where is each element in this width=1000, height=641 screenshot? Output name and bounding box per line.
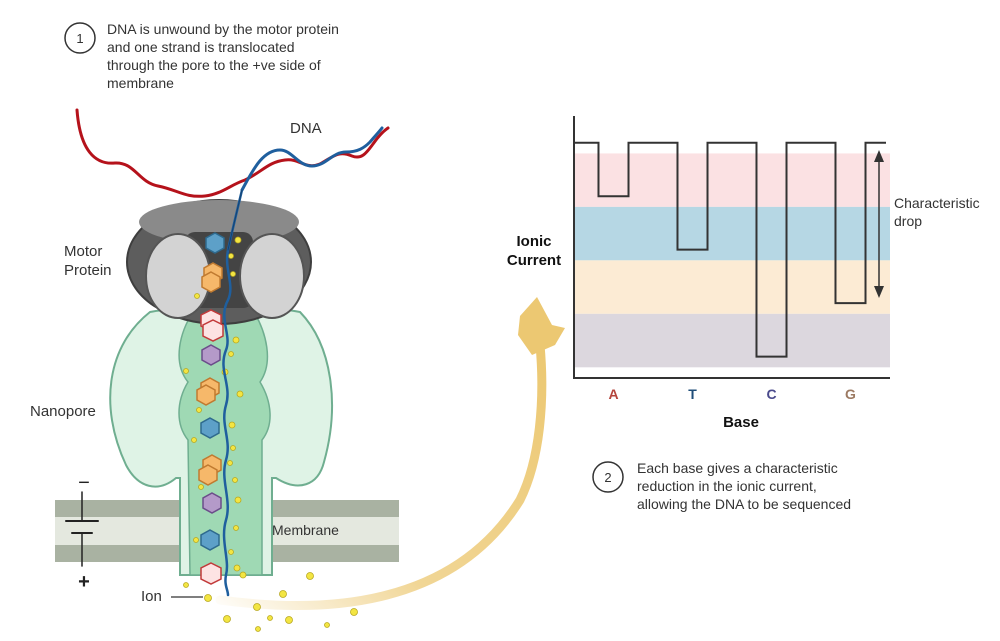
ion-dot — [204, 594, 212, 602]
base-hexagon — [201, 271, 221, 293]
ion-dot — [183, 368, 189, 374]
step1-line: and one strand is translocated — [107, 39, 295, 55]
base-hexagon — [196, 384, 216, 406]
base-hexagon — [200, 562, 222, 585]
base-hexagon — [205, 232, 225, 254]
ion-dot — [194, 293, 200, 299]
dna-translocated-strand — [222, 188, 244, 597]
ion-dot — [232, 336, 240, 344]
flow-arrow-head — [518, 297, 565, 355]
ion-dot — [279, 590, 287, 598]
flow-arrow — [215, 340, 547, 610]
step2-line: reduction in the ionic current, — [637, 478, 817, 494]
label-nanopore: Nanopore — [30, 403, 96, 420]
ion-dot — [324, 622, 330, 628]
ion-dot — [183, 582, 189, 588]
ion-dot — [255, 626, 261, 632]
drop-annotation: drop — [894, 213, 922, 229]
base-hexagon — [200, 417, 220, 439]
ion-dot — [236, 390, 244, 398]
ion-dot — [193, 537, 199, 543]
label-dna: DNA — [290, 120, 322, 137]
drop-arrow-head-up — [874, 150, 884, 162]
drop-annotation: Characteristic — [894, 195, 980, 211]
dna-red-strand — [75, 108, 390, 198]
battery-plus: + — [78, 571, 90, 593]
ionic-current-trace — [574, 141, 886, 358]
ion-dot — [228, 253, 234, 259]
ion-dot — [233, 564, 241, 572]
category-label-a: A — [608, 386, 618, 402]
step1-line: DNA is unwound by the motor protein — [107, 21, 339, 37]
step1-caption: 1 DNA is unwound by the motor protein an… — [64, 21, 339, 91]
ion-dot — [191, 437, 197, 443]
motor-protein-right-lobe — [239, 233, 305, 319]
current-band-1 — [574, 206, 890, 261]
ion-dot — [267, 615, 273, 621]
step2-line: allowing the DNA to be sequenced — [637, 496, 851, 512]
chart-ylabel: Current — [507, 252, 561, 269]
loose-ions — [183, 571, 358, 632]
nanopore-channel — [178, 311, 271, 576]
motor-protein — [126, 199, 312, 325]
ion-dot — [228, 549, 234, 555]
step2-caption: 2 Each base gives a characteristic reduc… — [592, 460, 851, 512]
ion-dot — [234, 496, 242, 504]
drop-arrow-head-down — [874, 286, 884, 298]
current-band-0 — [574, 153, 890, 207]
current-band-2 — [574, 260, 890, 314]
base-hexagon — [202, 319, 224, 342]
dna — [75, 108, 390, 597]
ion-dot — [198, 484, 204, 490]
current-band-3 — [574, 313, 890, 368]
label-membrane: Membrane — [272, 522, 339, 538]
step1-line: membrane — [107, 75, 174, 91]
bases — [196, 232, 225, 585]
dna-strand-highlight — [227, 189, 243, 251]
ion-dot — [285, 616, 293, 624]
chart-xlabel: Base — [723, 414, 759, 431]
base-hexagon — [202, 492, 222, 514]
ion-dot — [228, 421, 236, 429]
ion-dot — [228, 351, 234, 357]
battery-minus: − — [78, 472, 90, 494]
ion-dot — [230, 271, 236, 277]
step1-number-circle — [64, 22, 96, 54]
ion-dot — [253, 603, 261, 611]
ion-dot — [232, 477, 238, 483]
current-level-bands — [574, 153, 890, 368]
ion-dot — [223, 615, 231, 623]
step1-number: 1 — [76, 31, 83, 46]
base-hexagon — [200, 529, 220, 551]
category-label-t: T — [688, 386, 697, 402]
step2-line: Each base gives a characteristic — [637, 460, 838, 476]
dna-blue-strand — [240, 126, 384, 192]
ion-dot — [230, 445, 236, 451]
step2-number-circle — [592, 461, 624, 493]
category-label-c: C — [766, 386, 776, 402]
battery-symbol — [65, 491, 99, 567]
ion-dot — [239, 571, 247, 579]
ion-dot — [233, 525, 239, 531]
ion-dot — [350, 608, 358, 616]
ion-dot — [306, 572, 314, 580]
step1-line: through the pore to the +ve side of — [107, 57, 321, 73]
ion-dot — [234, 236, 242, 244]
ionic-current-chart: A T C G Ionic Current Base Characteristic d… — [507, 116, 980, 431]
category-label-g: G — [845, 386, 856, 402]
base-hexagon — [201, 344, 221, 366]
ion-dot — [227, 460, 233, 466]
label-motor-protein: Protein — [64, 262, 112, 279]
step2-number: 2 — [604, 470, 611, 485]
motor-protein-left-lobe — [145, 233, 211, 319]
motor-protein-top — [139, 200, 299, 244]
label-motor-protein: Motor — [64, 243, 102, 260]
base-hexagon — [198, 464, 218, 486]
chart-ylabel: Ionic — [516, 233, 551, 250]
channel-ions — [183, 236, 244, 572]
ion-dot — [196, 407, 202, 413]
label-ion: Ion — [141, 588, 162, 605]
